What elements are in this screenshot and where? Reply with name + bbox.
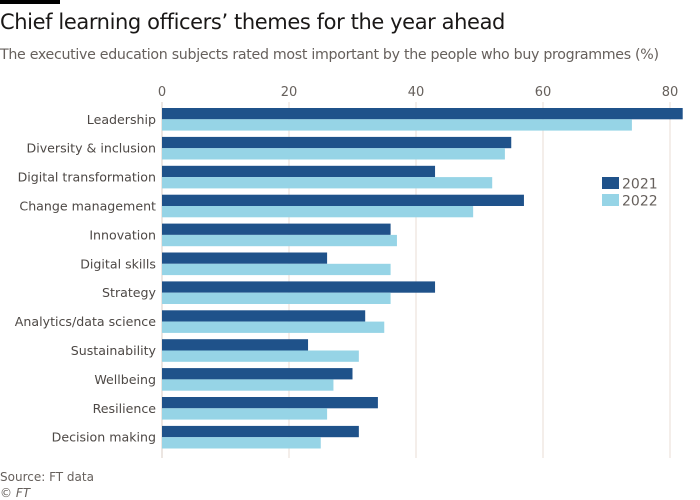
category-label: Decision making: [52, 430, 156, 445]
chart-subtitle: The executive education subjects rated m…: [0, 47, 659, 63]
legend-label-2022: 2022: [622, 194, 658, 210]
x-tick-label: 40: [408, 85, 425, 100]
x-axis-ticks: 0 20 40 60 80: [158, 85, 678, 100]
category-label: Change management: [19, 199, 156, 214]
bar-2022-resilience: [162, 408, 328, 420]
bar-2022-diversity-inclusion: [162, 148, 505, 160]
legend-swatch-2022: [602, 194, 619, 206]
title-accent-rule: [0, 0, 60, 4]
category-label: Strategy: [102, 285, 157, 300]
category-label: Sustainability: [71, 343, 157, 358]
bar-2021-innovation: [162, 223, 391, 235]
bar-2022-leadership: [162, 119, 632, 131]
x-tick-label: 20: [281, 85, 298, 100]
bar-2021-leadership: [162, 108, 683, 120]
bar-2022-digital-transformation: [162, 177, 493, 189]
bar-2022-sustainability: [162, 350, 359, 362]
bar-2021-digital-skills: [162, 252, 328, 264]
bar-2021-change-management: [162, 194, 524, 206]
gridlines: [161, 102, 671, 458]
bar-2022-digital-skills: [162, 263, 391, 276]
bar-2021-resilience: [162, 397, 378, 409]
category-labels: Leadership Diversity & inclusion Digital t…: [15, 112, 157, 445]
category-label: Innovation: [89, 227, 156, 242]
bars: [162, 108, 683, 449]
x-tick-label: 60: [535, 85, 552, 100]
bar-2021-decision-making: [162, 425, 359, 438]
source-note: Source: FT data: [0, 470, 94, 484]
category-label: Leadership: [87, 112, 156, 127]
bar-2022-decision-making: [162, 437, 321, 449]
bar-2022-wellbeing: [162, 379, 334, 391]
copyright-note: © FT: [0, 486, 31, 500]
chart-title: Chief learning officers’ themes for the …: [0, 10, 505, 34]
category-label: Resilience: [93, 401, 157, 416]
bar-2021-strategy: [162, 281, 436, 293]
bar-2022-analytics-data-science: [162, 321, 385, 333]
bar-2022-strategy: [162, 292, 391, 304]
bar-2022-change-management: [162, 206, 474, 218]
bar-2021-wellbeing: [162, 368, 353, 380]
bar-2021-sustainability: [162, 339, 309, 351]
x-tick-label: 80: [662, 85, 679, 100]
category-label: Analytics/data science: [15, 314, 156, 329]
bar-2021-digital-transformation: [162, 165, 436, 178]
category-label: Digital skills: [80, 256, 156, 271]
category-label: Digital transformation: [18, 170, 156, 185]
bar-2021-analytics-data-science: [162, 310, 366, 322]
x-tick-label: 0: [158, 85, 166, 100]
bar-2021-diversity-inclusion: [162, 136, 512, 149]
category-label: Wellbeing: [94, 372, 156, 387]
bar-2022-innovation: [162, 234, 397, 247]
legend-swatch-2021: [602, 177, 619, 189]
category-label: Diversity & inclusion: [27, 141, 157, 156]
legend-label-2021: 2021: [622, 177, 658, 193]
